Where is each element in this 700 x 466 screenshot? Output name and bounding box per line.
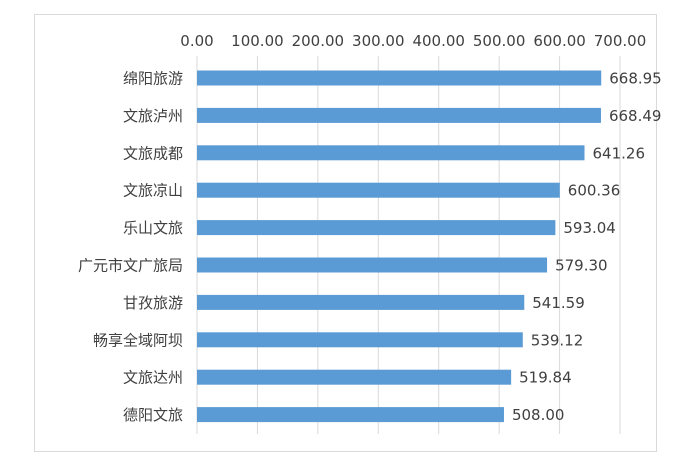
bar bbox=[197, 257, 548, 273]
value-labels: 668.95 668.49 641.26 600.36 593.04 579.30 541.… bbox=[512, 70, 662, 425]
x-tick-label: 200.00 bbox=[292, 32, 345, 50]
value-label: 641.26 bbox=[593, 144, 646, 162]
category-label: 绵阳旅游 bbox=[123, 70, 183, 88]
bar bbox=[197, 107, 601, 123]
value-label: 508.00 bbox=[512, 406, 565, 424]
x-tick-label: 100.00 bbox=[231, 32, 284, 50]
x-tick-label: 0.00 bbox=[180, 32, 213, 50]
category-label: 畅享全域阿坝 bbox=[93, 331, 183, 349]
value-label: 600.36 bbox=[568, 182, 621, 200]
value-label: 579.30 bbox=[555, 257, 608, 275]
value-label: 593.04 bbox=[563, 219, 616, 237]
category-label: 文旅达州 bbox=[123, 369, 183, 387]
bar bbox=[197, 332, 523, 348]
category-label: 文旅成都 bbox=[123, 144, 183, 162]
bar bbox=[197, 220, 556, 236]
x-tick-label: 500.00 bbox=[473, 32, 526, 50]
category-label: 文旅泸州 bbox=[123, 107, 183, 125]
category-label: 德阳文旅 bbox=[123, 406, 183, 424]
category-label: 乐山文旅 bbox=[123, 219, 183, 237]
bar bbox=[197, 182, 560, 198]
bars bbox=[197, 70, 602, 423]
value-label: 539.12 bbox=[531, 331, 584, 349]
bar bbox=[197, 70, 602, 86]
x-tick-label: 300.00 bbox=[352, 32, 405, 50]
bar bbox=[197, 369, 512, 385]
bar bbox=[197, 294, 525, 310]
category-label: 文旅凉山 bbox=[123, 182, 183, 200]
bar bbox=[197, 145, 585, 161]
x-tick-label: 600.00 bbox=[533, 32, 586, 50]
category-labels: 绵阳旅游文旅泸州文旅成都文旅凉山乐山文旅广元市文广旅局甘孜旅游畅享全域阿坝文旅达… bbox=[78, 70, 183, 425]
value-label: 519.84 bbox=[519, 369, 572, 387]
category-label: 甘孜旅游 bbox=[123, 294, 183, 312]
x-axis-ticks: 0.00 100.00 200.00 300.00 400.00 500.00 600.00… bbox=[180, 32, 646, 50]
bar bbox=[197, 407, 504, 423]
value-label: 668.49 bbox=[609, 107, 662, 125]
value-label: 668.95 bbox=[609, 70, 662, 88]
value-label: 541.59 bbox=[532, 294, 585, 312]
x-tick-label: 400.00 bbox=[412, 32, 465, 50]
category-label: 广元市文广旅局 bbox=[78, 257, 183, 275]
x-tick-label: 700.00 bbox=[594, 32, 647, 50]
